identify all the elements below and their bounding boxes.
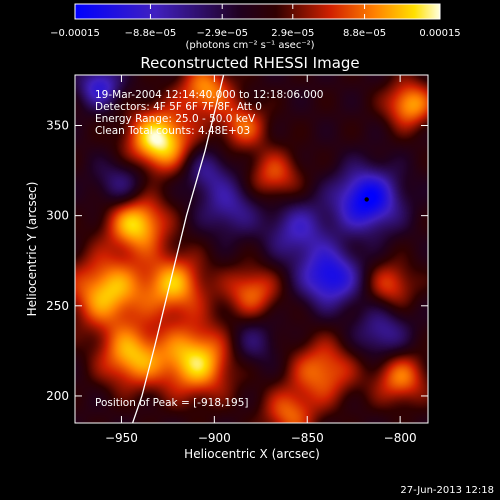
info-clean-counts: Clean Total counts: 4.48E+03 <box>95 125 251 137</box>
colorbar-tick-label: 8.8e−05 <box>342 28 387 39</box>
info-time-range: 19-Mar-2004 12:14:40.000 to 12:18:06.000 <box>95 89 324 101</box>
y-tick-label: 350 <box>46 118 69 132</box>
x-axis-ticks: −950 −900 −850 −800 <box>105 75 417 445</box>
peak-marker <box>364 197 369 202</box>
y-tick-label: 250 <box>46 299 69 313</box>
y-axis-label: Heliocentric Y (arcsec) <box>25 182 39 317</box>
solar-limb-line <box>131 75 225 423</box>
x-tick-label: −900 <box>198 431 231 445</box>
x-tick-label: −950 <box>105 431 138 445</box>
heatmap-image <box>75 75 428 423</box>
colorbar-tick-label: 0.00015 <box>419 28 461 39</box>
chart-title: Reconstructed RHESSI Image <box>140 54 359 72</box>
y-tick-label: 300 <box>46 209 69 223</box>
footer-date: 27-Jun-2013 12:18 <box>400 485 494 496</box>
info-detectors: Detectors: 4F 5F 6F 7F 8F, Att 0 <box>95 101 262 113</box>
x-axis-label: Heliocentric X (arcsec) <box>184 447 320 461</box>
plot-frame <box>74 74 429 424</box>
x-tick-label: −800 <box>384 431 417 445</box>
colorbar-tick-label: −0.00015 <box>50 28 100 39</box>
colorbar-ticks <box>74 4 441 19</box>
y-axis-ticks: 200 250 300 350 <box>46 118 428 403</box>
colorbar <box>74 3 441 20</box>
x-tick-label: −850 <box>291 431 324 445</box>
colorbar-tick-label: −8.8e−05 <box>124 28 177 39</box>
info-energy-range: Energy Range: 25.0 - 50.0 keV <box>95 113 256 125</box>
colorbar-unit-label: (photons cm⁻² s⁻¹ asec⁻²) <box>185 40 315 51</box>
colorbar-tick-label: −2.9e−05 <box>196 28 248 39</box>
peak-position-label: Position of Peak = [-918,195] <box>95 397 249 409</box>
colorbar-tick-label: 2.9e−05 <box>271 28 315 39</box>
y-tick-label: 200 <box>46 389 69 403</box>
